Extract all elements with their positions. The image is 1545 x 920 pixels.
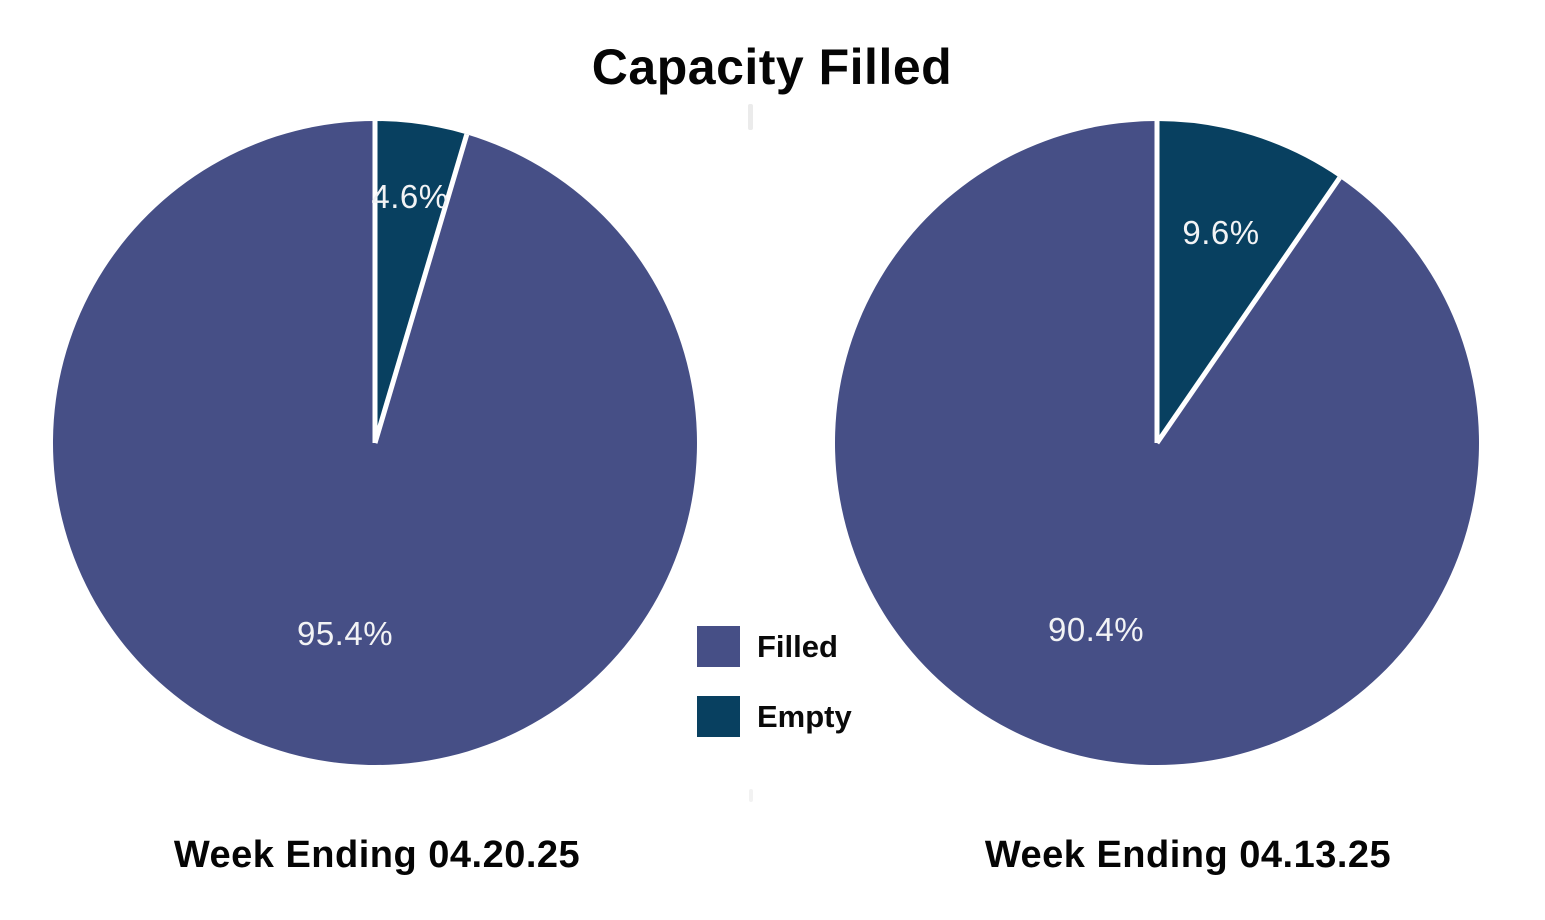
legend-item-filled: Filled (697, 626, 838, 667)
legend-swatch-filled (697, 626, 740, 667)
empty-percent-label: 9.6% (1182, 214, 1260, 251)
page-title: Capacity Filled (591, 39, 953, 95)
legend-label-filled: Filled (757, 628, 838, 664)
empty-percent-label: 4.6% (371, 178, 449, 215)
legend-label-empty: Empty (757, 698, 852, 734)
caption-week-04-13-25: Week Ending 04.13.25 (984, 834, 1392, 876)
legend-item-empty: Empty (697, 696, 852, 737)
slice-divider (1154, 176, 1342, 445)
legend-swatch-empty (697, 696, 740, 737)
pie-chart-week-04-13-25: 90.4% 9.6% (832, 118, 1482, 768)
pie-chart-week-04-20-25: 95.4% 4.6% (50, 118, 700, 768)
pie-svg-week-04-20-25 (52, 120, 697, 765)
faint-scroll-artifact-top (748, 104, 753, 130)
filled-percent-label: 90.4% (1047, 611, 1145, 648)
caption-week-04-20-25: Week Ending 04.20.25 (173, 834, 581, 876)
pie-svg-week-04-13-25 (835, 121, 1480, 765)
filled-percent-label: 95.4% (296, 615, 394, 652)
slice-divider (372, 133, 470, 444)
pie-slice-empty (1157, 121, 1340, 443)
faint-scroll-artifact-bottom (749, 789, 753, 802)
